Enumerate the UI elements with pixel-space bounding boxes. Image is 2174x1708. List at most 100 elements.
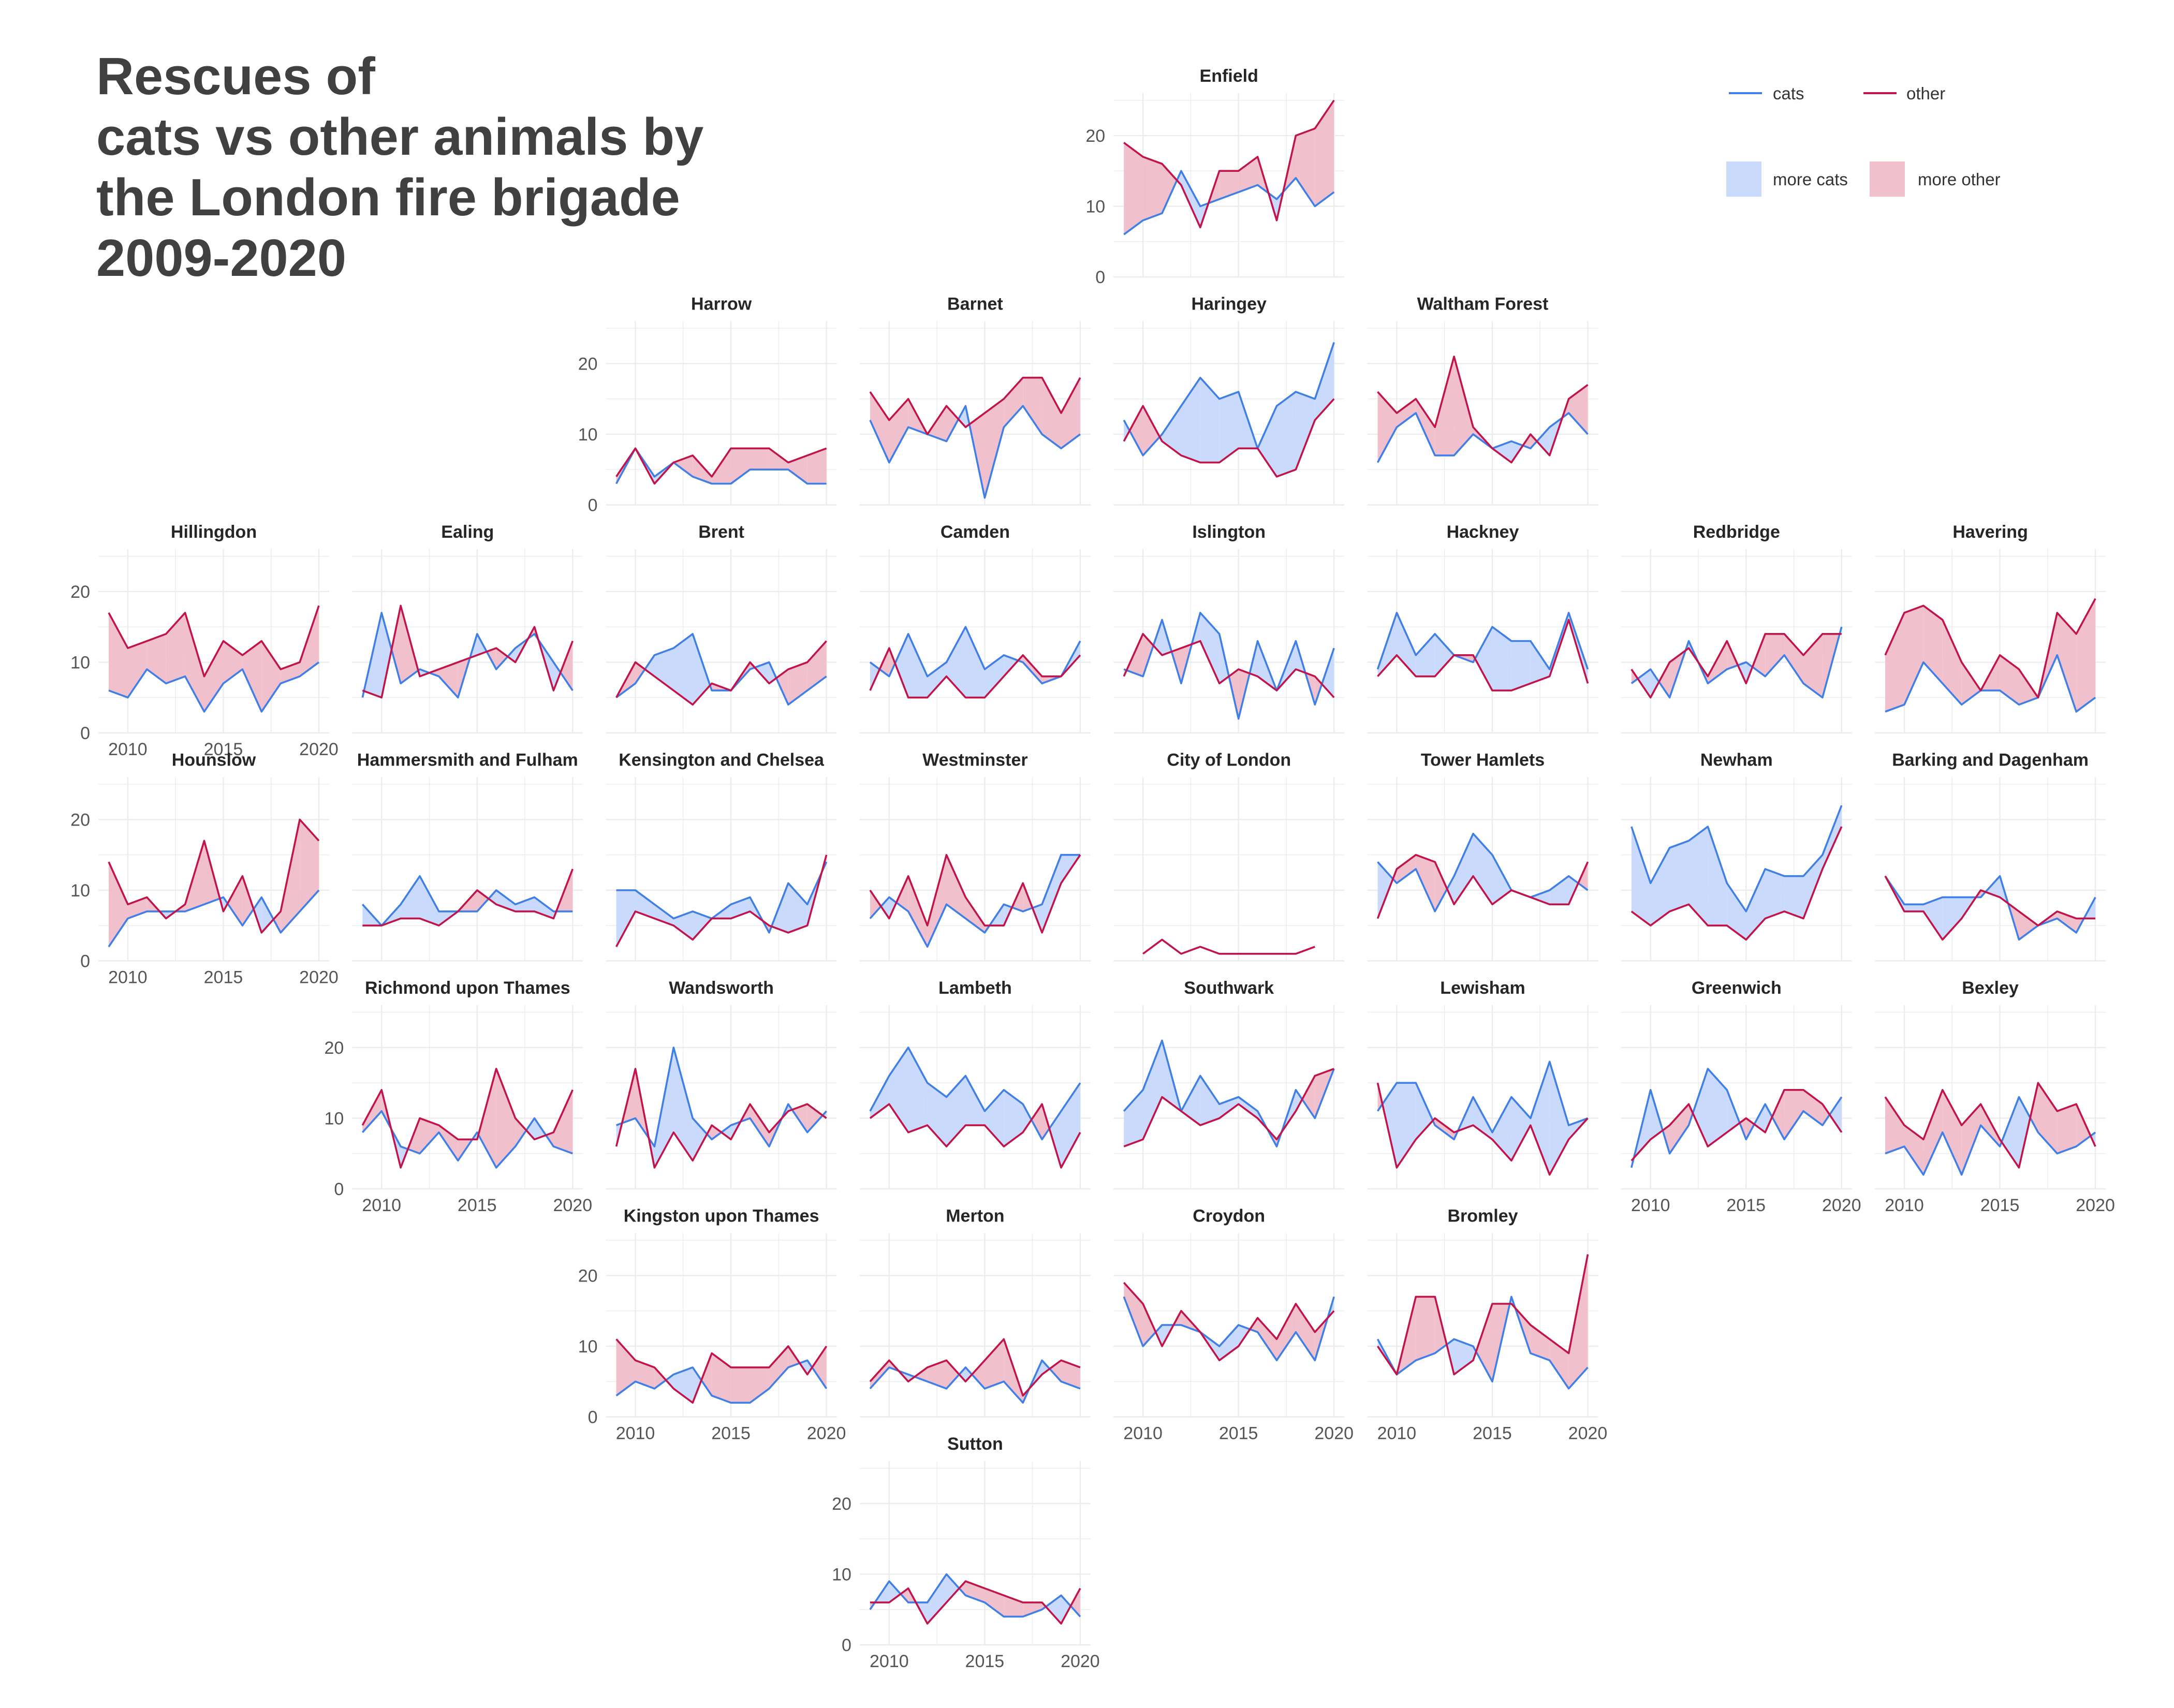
other-line [1376,1082,1589,1176]
cats-line [615,1359,828,1404]
more-other-area [701,1353,712,1396]
panel-grid [1113,93,1345,278]
chart-title-line: 2009-2020 [96,229,347,287]
more-cats-area [1669,841,1689,911]
more-cats-area [1397,1083,1416,1168]
more-other-area [712,1125,722,1140]
more-other-area [127,897,147,919]
more-other-area [1435,862,1447,911]
more-cats-area [673,634,693,705]
difference-ribbons [1885,1083,2096,1175]
cats-line [361,612,574,699]
more-other-area [616,1339,636,1396]
more-other-area [1315,100,1334,207]
panel-tower-hamlets: Tower Hamlets [1367,750,1598,962]
other-line [1630,826,1843,941]
panel-bromley: Bromley 2010 2015 2020 [1367,1206,1607,1444]
more-cats-area [1765,869,1785,919]
more-other-area [1023,655,1042,684]
more-cats-area [1004,1089,1023,1147]
panel-hackney: Hackney [1367,522,1598,734]
more-cats-area [693,1118,707,1161]
cats-line [361,875,573,926]
more-cats-area [1042,855,1061,933]
more-other-area [788,662,807,705]
panel-grid [1875,777,2106,962]
panel-newham: Newham [1621,750,1852,962]
y-tick-label: 10 [832,1565,851,1584]
cats-line [616,861,828,934]
x-tick-label: 2010 [362,1196,401,1215]
more-cats-area [1200,612,1220,684]
more-other-area [1257,1318,1277,1361]
more-other-area [109,612,128,698]
more-cats-area [654,1047,674,1168]
more-other-area [927,1360,947,1389]
more-other-area [127,641,147,698]
panel-grid [1113,549,1345,734]
more-other-area [438,1125,458,1161]
legend-more-cats-label: more cats [1773,170,1848,189]
other-line [108,605,320,678]
other-line [1630,1089,1843,1161]
panel-title: Islington [1192,522,1266,542]
more-other-area [654,1367,666,1389]
more-other-area [1143,406,1160,455]
more-cats-area [1784,876,1803,919]
cats-line [869,1359,1081,1404]
other-line [1884,1082,2096,1169]
more-cats-area [420,876,439,926]
more-other-area [1822,1104,1830,1126]
more-other-area [204,641,224,712]
more-cats-area [253,897,262,933]
x-tick-label: 2015 [711,1424,751,1444]
x-tick-label: 2020 [553,1196,592,1215]
other-line [1142,938,1315,955]
other-line [869,647,1081,699]
more-other-area [985,399,1004,498]
more-cats-area [881,897,889,919]
other-line [1377,356,1589,464]
more-other-area [965,1581,985,1603]
more-other-area [1023,377,1042,434]
panel-wandsworth: Wandsworth [606,978,837,1190]
more-cats-area [807,1360,812,1375]
more-other-area [1302,1076,1315,1118]
more-other-area [1416,855,1435,911]
difference-ribbons [870,377,1080,498]
more-other-area [1885,612,1904,712]
other-line [108,818,320,934]
more-other-area [972,1360,985,1389]
more-cats-area [1511,641,1531,691]
more-other-area [223,641,243,684]
more-cats-area [1803,855,1823,919]
panel-title: Kingston upon Thames [624,1206,819,1226]
more-cats-area [1727,883,1746,940]
panel-title: Enfield [1200,66,1258,86]
difference-ribbons [1631,1068,1842,1168]
more-other-area [146,634,166,684]
more-other-area [1568,1254,1588,1389]
more-other-area [985,1588,1004,1617]
more-other-area [496,1068,516,1168]
more-other-area [959,1581,966,1596]
more-cats-area [1829,1097,1842,1132]
x-tick-label: 2015 [1473,1424,1512,1444]
more-cats-area [1492,855,1511,905]
difference-ribbons [616,1339,827,1403]
more-other-area [1435,1118,1455,1140]
panel-harrow: Harrow 0 10 20 [578,295,837,516]
y-tick-label: 0 [80,952,90,971]
x-tick-label: 2015 [204,740,243,759]
more-other-area [965,897,985,933]
more-other-area [1923,1089,1943,1175]
x-tick-label: 2015 [458,1196,497,1215]
panel-title: Waltham Forest [1417,295,1549,314]
more-cats-area [946,627,966,698]
more-other-area [1659,662,1670,698]
more-cats-area [666,1374,674,1389]
more-cats-area [645,655,655,676]
panel-grid [1113,777,1345,962]
more-cats-area [1042,1360,1050,1375]
more-cats-area [1511,1097,1531,1161]
